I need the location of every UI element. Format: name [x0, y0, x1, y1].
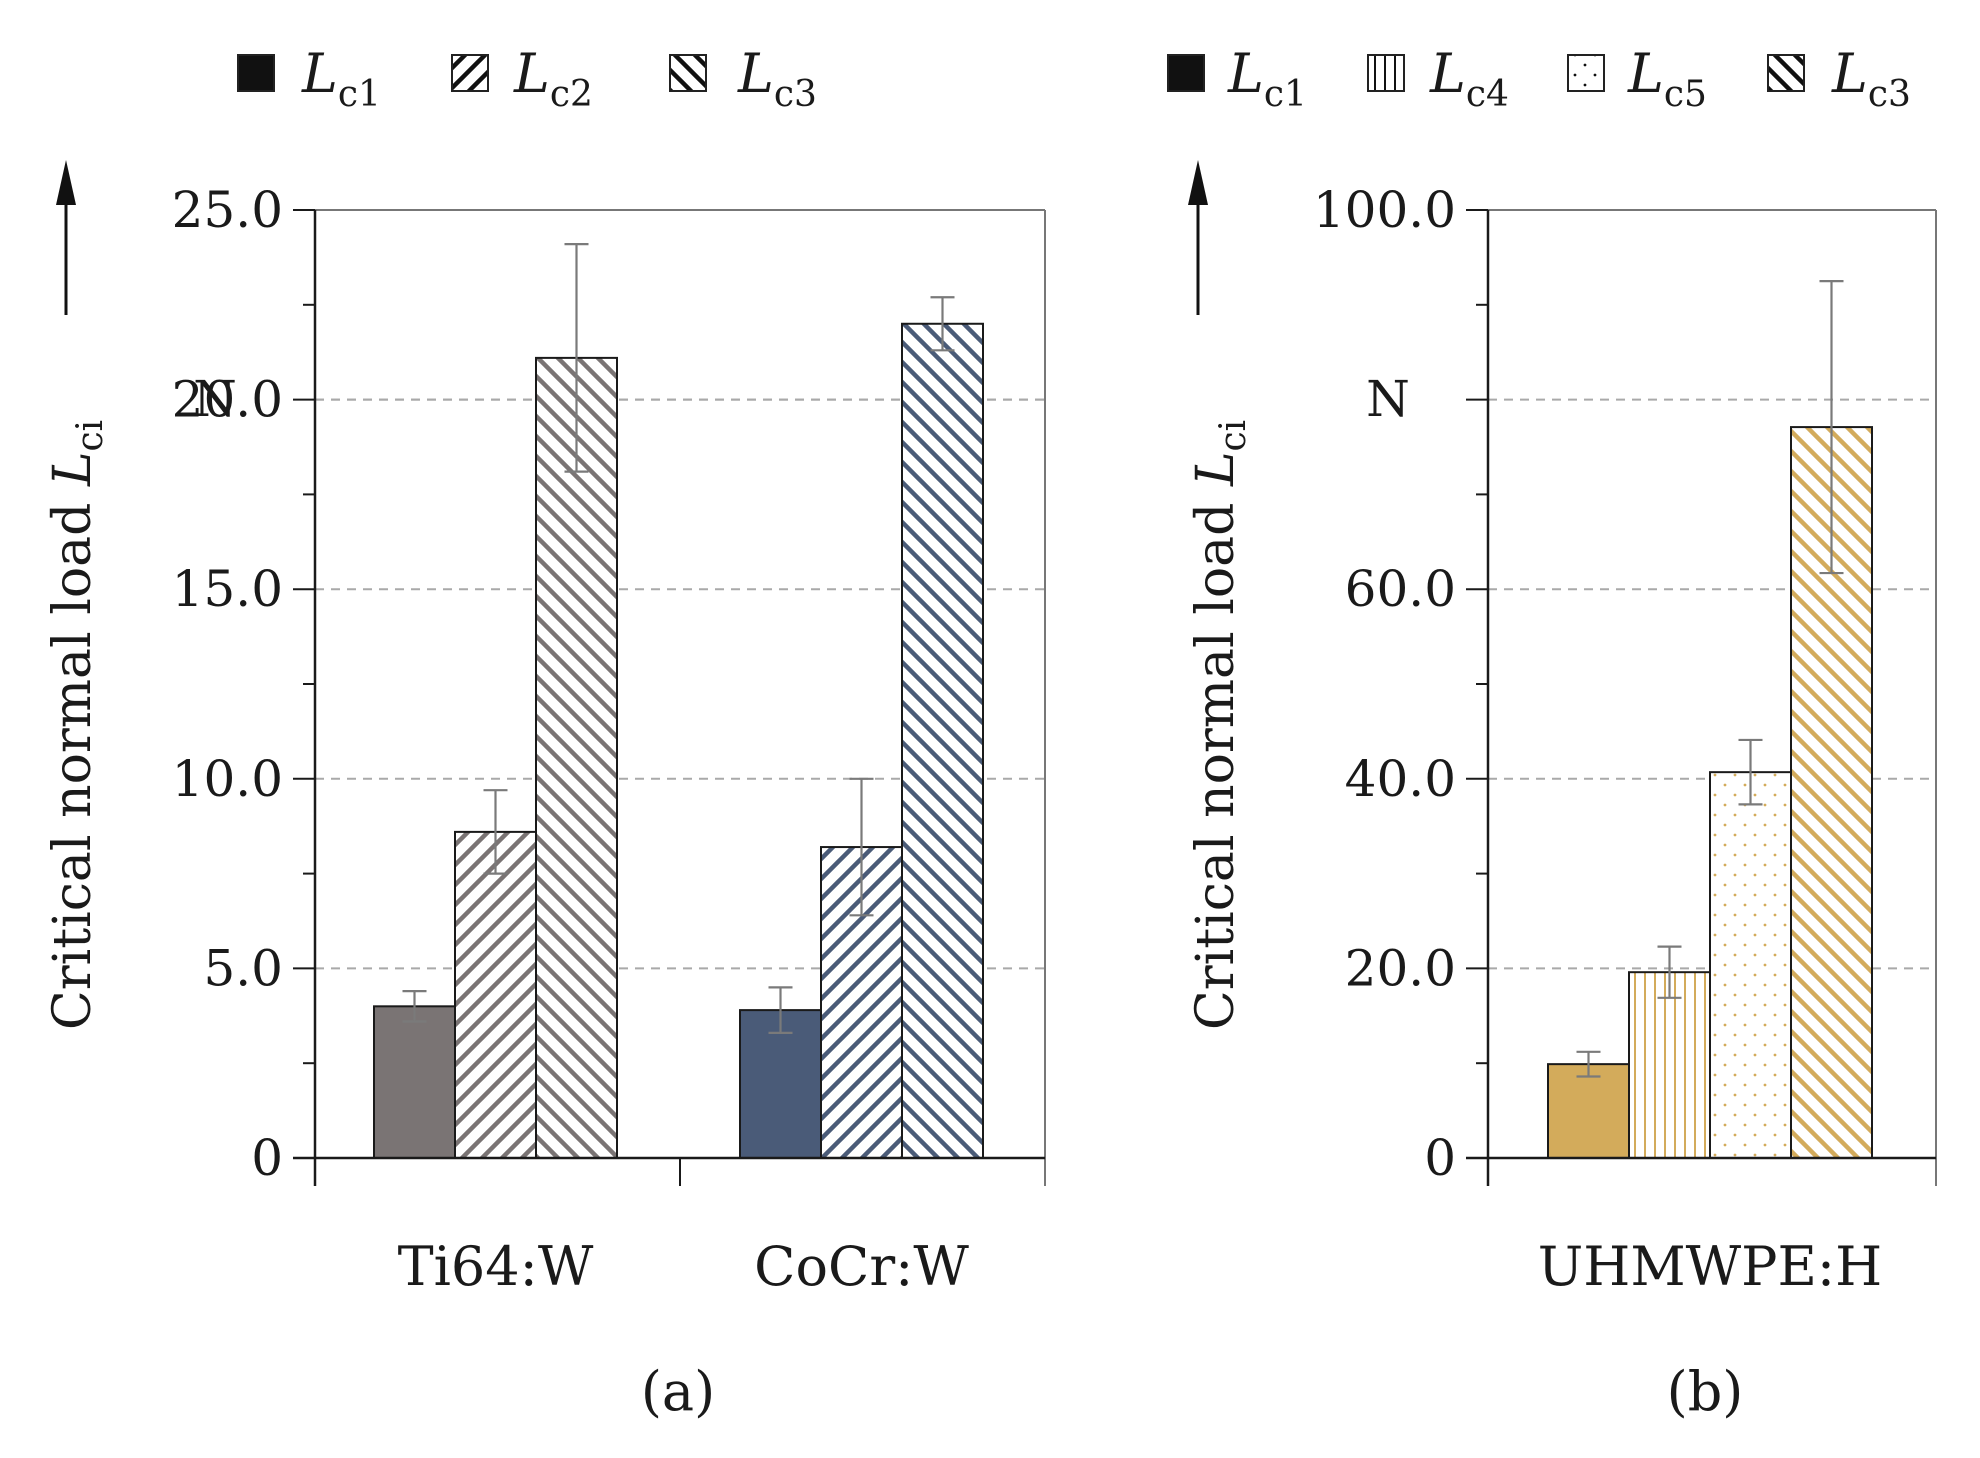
bar-b-Lc1-0 — [1547, 1063, 1630, 1159]
legend-label-b-2: Lc5 — [1627, 42, 1707, 115]
y-tick-label-b-4: 100.0 — [1313, 181, 1456, 239]
legend-label-a-2: Lc3 — [737, 42, 817, 115]
legend-item-a-2: Lc3 — [669, 42, 817, 115]
bar-a-Lc3-0 — [535, 356, 618, 1159]
y-tick-label-a-2: 10.0 — [172, 750, 283, 808]
bar-a-Lc3-1 — [901, 322, 984, 1159]
legend-swatch-a-1 — [451, 54, 489, 92]
y-axis-arrowhead-b — [1188, 160, 1208, 205]
legend-label-a-1: Lc2 — [513, 42, 593, 115]
bar-b-Lc5-0 — [1709, 771, 1792, 1159]
x-category-label-a-0: Ti64:W — [398, 1235, 594, 1298]
x-category-label-a-1: CoCr:W — [754, 1235, 969, 1298]
legend-item-a-0: Lc1 — [237, 42, 381, 115]
legend-item-a-1: Lc2 — [451, 42, 593, 115]
legend-item-b-2: Lc5 — [1567, 42, 1707, 115]
x-category-label-b-0: UHMWPE:H — [1538, 1235, 1882, 1298]
legend-swatch-b-1 — [1367, 54, 1405, 92]
y-tick-label-a-1: 5.0 — [203, 939, 283, 997]
y-axis-arrowhead-a — [56, 160, 76, 205]
legend-swatch-a-2 — [669, 54, 707, 92]
panel-label-b: (b) — [1667, 1360, 1744, 1423]
legend-a: Lc1 Lc2 Lc3 — [237, 42, 817, 115]
legend-swatch-a-0 — [237, 54, 275, 92]
panel-a: Lc1 Lc2 Lc3 Critical normal load Lci 0 5.… — [43, 42, 1046, 1423]
legend-item-b-0: Lc1 — [1167, 42, 1307, 115]
y-axis-label-b: Critical normal load Lci — [1186, 420, 1254, 1030]
plot-area-b: 0 20.0 40.0 60.0 100.0 UHMWPE:H — [1188, 160, 1937, 1298]
panel-b: Lc1 Lc4 Lc5 Lc3 Critical normal load Lci… — [1167, 42, 1937, 1423]
y-axis-label-a: Critical normal load Lci — [43, 420, 111, 1030]
legend-item-b-3: Lc3 — [1767, 42, 1911, 115]
y-tick-label-b-3: 60.0 — [1345, 560, 1456, 618]
y-tick-label-a-3: 15.0 — [172, 560, 283, 618]
bar-b-Lc4-0 — [1628, 971, 1711, 1160]
legend-swatch-b-3 — [1767, 54, 1805, 92]
legend-b: Lc1 Lc4 Lc5 Lc3 — [1167, 42, 1911, 115]
y-tick-label-a-4: 20.0 — [172, 371, 283, 429]
plot-area-a: 0 5.0 10.0 15.0 20.0 25.0 Ti64:W CoCr:W — [56, 160, 1046, 1298]
legend-swatch-b-2 — [1567, 54, 1605, 92]
legend-label-b-3: Lc3 — [1831, 42, 1911, 115]
legend-label-b-1: Lc4 — [1429, 42, 1509, 115]
bar-a-Lc2-0 — [454, 830, 537, 1159]
y-tick-label-a-5: 25.0 — [172, 181, 283, 239]
bar-a-Lc1-0 — [373, 1005, 456, 1159]
y-tick-label-b-1: 20.0 — [1345, 939, 1456, 997]
legend-label-b-0: Lc1 — [1227, 42, 1307, 115]
y-tick-label-b-2: 40.0 — [1345, 750, 1456, 808]
legend-label-a-0: Lc1 — [301, 42, 381, 115]
y-unit-b: N — [1366, 370, 1410, 428]
legend-item-b-1: Lc4 — [1367, 42, 1509, 115]
legend-swatch-b-0 — [1167, 54, 1205, 92]
y-unit-a: N — [193, 370, 237, 428]
panel-label-a: (a) — [641, 1360, 715, 1423]
y-tick-label-b-0: 0 — [1424, 1129, 1456, 1187]
y-tick-label-a-0: 0 — [251, 1129, 283, 1187]
